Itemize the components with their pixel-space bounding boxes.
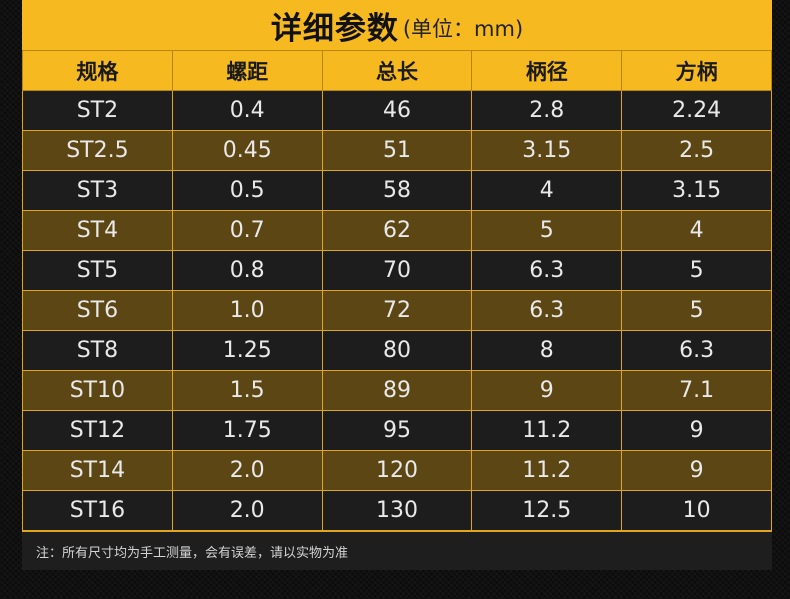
cell-shank-diameter: 9: [471, 370, 623, 411]
cell-spec: ST2.5: [22, 130, 173, 171]
spec-table: 规格 螺距 总长 柄径 方柄 ST2 0.4 46 2.8 2.24 ST2.5 0.45 5…: [22, 50, 772, 531]
page-title: 详细参数: [270, 10, 399, 47]
cell-pitch: 2.0: [171, 450, 323, 491]
cell-square-shank: 5: [621, 290, 772, 331]
cell-length: 51: [321, 130, 473, 171]
header-pitch: 螺距: [171, 50, 323, 91]
cell-square-shank: 4: [621, 210, 772, 251]
cell-square-shank: 2.24: [621, 90, 772, 131]
header-row: 规格 螺距 总长 柄径 方柄: [22, 50, 772, 91]
table-row: ST14 2.0 120 11.2 9: [22, 450, 772, 491]
cell-square-shank: 3.15: [621, 170, 772, 211]
cell-pitch: 0.5: [171, 170, 323, 211]
header-length: 总长: [321, 50, 473, 91]
cell-square-shank: 9: [621, 410, 772, 451]
cell-length: 46: [321, 90, 473, 131]
note-text: 注：所有尺寸均为手工测量，会有误差，请以实物为准: [22, 531, 772, 570]
cell-pitch: 0.7: [171, 210, 323, 251]
cell-square-shank: 10: [621, 490, 772, 531]
table-row: ST8 1.25 80 8 6.3: [22, 330, 772, 371]
header-spec: 规格: [22, 50, 173, 91]
cell-shank-diameter: 12.5: [471, 490, 623, 531]
cell-length: 70: [321, 250, 473, 291]
cell-length: 95: [321, 410, 473, 451]
cell-length: 120: [321, 450, 473, 491]
cell-spec: ST4: [22, 210, 173, 251]
cell-shank-diameter: 3.15: [471, 130, 623, 171]
cell-spec: ST14: [22, 450, 173, 491]
cell-spec: ST5: [22, 250, 173, 291]
table-row: ST10 1.5 89 9 7.1: [22, 370, 772, 411]
header-square-shank: 方柄: [621, 50, 772, 91]
cell-shank-diameter: 6.3: [471, 250, 623, 291]
table-row: ST3 0.5 58 4 3.15: [22, 170, 772, 211]
cell-spec: ST16: [22, 490, 173, 531]
cell-length: 58: [321, 170, 473, 211]
cell-spec: ST6: [22, 290, 173, 331]
cell-length: 62: [321, 210, 473, 251]
cell-pitch: 0.4: [171, 90, 323, 131]
cell-length: 130: [321, 490, 473, 531]
header-shank-diameter: 柄径: [471, 50, 623, 91]
cell-spec: ST10: [22, 370, 173, 411]
cell-square-shank: 9: [621, 450, 772, 491]
cell-pitch: 0.8: [171, 250, 323, 291]
cell-spec: ST8: [22, 330, 173, 371]
cell-length: 80: [321, 330, 473, 371]
cell-square-shank: 2.5: [621, 130, 772, 171]
table-body: ST2 0.4 46 2.8 2.24 ST2.5 0.45 51 3.15 2.5 ST3 0.5 5…: [22, 90, 772, 531]
title-bar: 详细参数 (单位：mm): [22, 0, 772, 50]
cell-shank-diameter: 4: [471, 170, 623, 211]
cell-spec: ST3: [22, 170, 173, 211]
table-row: ST2.5 0.45 51 3.15 2.5: [22, 130, 772, 171]
table-row: ST12 1.75 95 11.2 9: [22, 410, 772, 451]
cell-square-shank: 7.1: [621, 370, 772, 411]
cell-pitch: 0.45: [171, 130, 323, 171]
cell-length: 72: [321, 290, 473, 331]
cell-pitch: 1.5: [171, 370, 323, 411]
table-row: ST4 0.7 62 5 4: [22, 210, 772, 251]
cell-length: 89: [321, 370, 473, 411]
cell-pitch: 1.0: [171, 290, 323, 331]
cell-square-shank: 6.3: [621, 330, 772, 371]
cell-pitch: 1.25: [171, 330, 323, 371]
cell-shank-diameter: 8: [471, 330, 623, 371]
cell-shank-diameter: 2.8: [471, 90, 623, 131]
cell-pitch: 1.75: [171, 410, 323, 451]
cell-square-shank: 5: [621, 250, 772, 291]
table-row: ST2 0.4 46 2.8 2.24: [22, 90, 772, 131]
spec-panel: 详细参数 (单位：mm) 规格 螺距 总长 柄径 方柄 ST2 0.4 46 2.8 2…: [22, 0, 772, 570]
cell-pitch: 2.0: [171, 490, 323, 531]
cell-shank-diameter: 11.2: [471, 410, 623, 451]
cell-spec: ST2: [22, 90, 173, 131]
table-row: ST5 0.8 70 6.3 5: [22, 250, 772, 291]
cell-shank-diameter: 11.2: [471, 450, 623, 491]
table-row: ST6 1.0 72 6.3 5: [22, 290, 772, 331]
cell-shank-diameter: 5: [471, 210, 623, 251]
cell-spec: ST12: [22, 410, 173, 451]
unit-label: (单位：mm): [402, 17, 524, 41]
table-row: ST16 2.0 130 12.5 10: [22, 490, 772, 531]
cell-shank-diameter: 6.3: [471, 290, 623, 331]
